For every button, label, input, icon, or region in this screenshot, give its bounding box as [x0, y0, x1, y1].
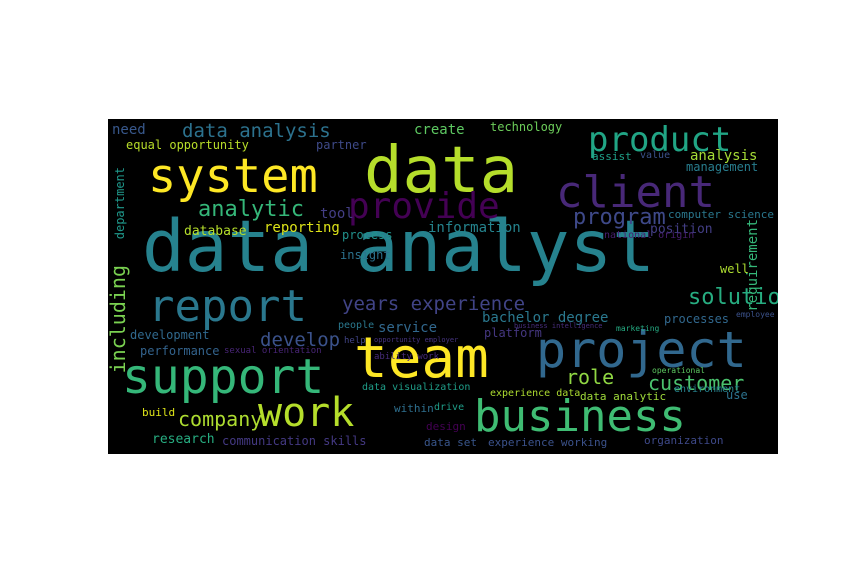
- word: value: [640, 150, 671, 161]
- word: ability work: [374, 352, 440, 362]
- word: tool: [320, 206, 354, 222]
- word: sexual orientation: [224, 346, 322, 356]
- word: need: [112, 122, 146, 138]
- word: develop: [260, 329, 341, 351]
- word: build: [142, 406, 176, 419]
- word: development: [130, 328, 210, 342]
- word: organization: [644, 434, 724, 447]
- word: data set: [424, 436, 477, 449]
- word-cloud-image: data analyst data system team support pr…: [108, 119, 778, 454]
- word: technology: [490, 120, 563, 134]
- word: position: [650, 222, 713, 237]
- word: help: [344, 336, 366, 346]
- word: communication skills: [222, 434, 367, 448]
- word: process: [342, 228, 393, 242]
- word: client: [556, 167, 715, 218]
- word: provide: [348, 186, 500, 227]
- word: data analytic: [580, 390, 667, 403]
- word: service: [378, 320, 438, 336]
- word: research: [152, 432, 215, 447]
- word: business: [474, 391, 686, 442]
- word: product: [588, 120, 732, 160]
- word: operational: [652, 366, 705, 375]
- word: program: [573, 205, 666, 230]
- word: create: [414, 122, 465, 138]
- word: use: [726, 388, 748, 402]
- word: national origin: [604, 230, 695, 241]
- word: database: [184, 224, 247, 239]
- word: requirement: [745, 219, 761, 312]
- word: employee: [736, 310, 775, 319]
- word: marketing: [616, 324, 660, 333]
- word: experience data: [490, 388, 581, 399]
- word: processes: [664, 312, 730, 326]
- word: business intelligence: [514, 322, 603, 330]
- word: well: [720, 262, 749, 276]
- word: performance: [140, 344, 220, 358]
- word: analysis: [690, 148, 758, 164]
- word: data analysis: [182, 120, 331, 142]
- word: reporting: [264, 220, 340, 236]
- word: data: [364, 134, 519, 208]
- word: company: [178, 407, 263, 431]
- word: customer: [648, 371, 745, 395]
- word: including: [108, 265, 130, 374]
- word: work: [258, 390, 355, 436]
- word: team: [354, 326, 489, 391]
- word: equal opportunity: [126, 138, 249, 152]
- word: department: [113, 167, 127, 240]
- word: experience working: [488, 436, 608, 449]
- word: project: [536, 321, 747, 379]
- word: platform: [484, 326, 542, 340]
- word: environment: [674, 384, 741, 395]
- word: report: [148, 281, 307, 332]
- word: bachelor degree: [482, 310, 609, 326]
- word: opportunity employer: [374, 336, 459, 344]
- word: management: [686, 160, 759, 174]
- word: years experience: [342, 293, 526, 315]
- word: computer science: [668, 208, 774, 221]
- word: solution: [688, 285, 778, 310]
- word: analytic: [198, 197, 304, 222]
- word: within: [394, 402, 434, 415]
- word: data analyst: [142, 205, 655, 288]
- word: support: [122, 349, 325, 405]
- word: design: [426, 420, 466, 433]
- word: role: [566, 365, 615, 389]
- word: information: [428, 220, 521, 236]
- word: drive: [434, 402, 465, 413]
- word: people: [338, 320, 375, 331]
- word: partner: [316, 138, 367, 152]
- word: insight: [340, 248, 391, 262]
- word: system: [148, 149, 318, 204]
- word: data visualization: [362, 382, 471, 393]
- word: assist: [592, 150, 632, 163]
